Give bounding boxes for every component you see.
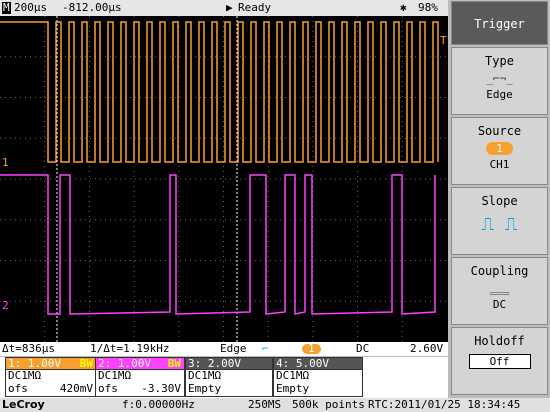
battery: 98% (418, 1, 438, 14)
waveform-display: 1 2 T (0, 16, 448, 342)
menu-value: DC (492, 298, 507, 311)
slope-icon: ⌐ (262, 342, 269, 355)
menu-button[interactable]: Coupling ‗‗‗ DC (451, 257, 548, 325)
bandwidth-flag: BW (167, 357, 181, 370)
menu-label: Type (485, 54, 514, 68)
ch2-trace (0, 174, 436, 315)
channel-state: Empty (276, 382, 310, 395)
battery-icon: ✱ (400, 1, 407, 14)
channel-coupling: DC1MΩ (5, 370, 97, 384)
footer: LeCroy f:0.00000Hz 250MS 500k points RTC… (0, 398, 550, 412)
menu-label: Holdoff (474, 334, 525, 348)
channel-coupling: DC1MΩ (273, 370, 363, 384)
slope-icons: ⎍ ⎍ (481, 214, 518, 235)
offset-label: ofs (8, 382, 28, 395)
frequency: f:0.00000Hz (122, 398, 195, 411)
channel-coupling: DC1MΩ (95, 370, 185, 384)
trigger-source: 1 (302, 343, 321, 354)
timebase: 200µs (14, 1, 48, 14)
delta-t: Δt=836µs (2, 342, 55, 355)
menu-label: Coupling (470, 264, 529, 278)
run-icon: ▶ (226, 1, 233, 14)
sample-rate: 250MS (248, 398, 282, 411)
channel-row: ofs -3.30V (95, 383, 185, 397)
menu-button[interactable]: Slope ⎍ ⎍ (451, 187, 548, 255)
source-badge: 1 (486, 142, 513, 155)
channel-coupling: DC1MΩ (185, 370, 273, 384)
channel-header[interactable]: 1: 1.00V BW (5, 357, 97, 370)
menu-button[interactable]: Type _⌐¬_ Edge (451, 47, 548, 115)
offset: -3.30V (141, 382, 181, 395)
offset: 420mV (59, 382, 93, 395)
menu-value: Off (468, 354, 531, 369)
channel-row: ofs 420mV (5, 383, 97, 397)
ch2-marker: 2 (2, 299, 9, 312)
trigger-type: Edge (220, 342, 247, 355)
menu-value: CH1 (489, 158, 510, 171)
menu-label: Slope (481, 194, 518, 208)
menu-title: Trigger (451, 1, 548, 45)
inv-delta-t: 1/Δt=1.19kHz (90, 342, 170, 355)
channel-state: Empty (188, 382, 222, 395)
channel-header[interactable]: 4: 5.00V (273, 357, 363, 370)
top-bar: M 200µs -812.00µs ▶ Ready ✱ 98% (0, 0, 448, 16)
run-status: Ready (238, 1, 272, 14)
offset-label: ofs (98, 382, 118, 395)
menu-button[interactable]: Source 1 CH1 (451, 117, 548, 185)
menu-icon: ‗‗‗ (489, 282, 510, 295)
trigger-marker: T (440, 34, 447, 47)
channel-row: Empty (185, 383, 273, 397)
channel-panel: 1: 1.00V BW DC1MΩ ofs 420mV 2: 1.00V BW DC1MΩ of… (0, 357, 448, 398)
menu-label: Source (477, 124, 522, 138)
delay: -812.00µs (62, 1, 122, 14)
ch1-trace (0, 21, 439, 163)
timebase-icon: M (2, 1, 11, 14)
rtc: RTC:2011/01/25 18:34:45 (368, 398, 521, 411)
menu-value: Edge (486, 88, 513, 101)
channel-header[interactable]: 3: 2.00V (185, 357, 273, 370)
brand: LeCroy (2, 398, 45, 411)
ch1-marker: 1 (2, 156, 9, 169)
trigger-coupling: DC (356, 342, 370, 355)
points: 500k points (292, 398, 365, 411)
trigger-level: 2.60V (410, 342, 444, 355)
bandwidth-flag: BW (79, 357, 93, 370)
menu-icon: _⌐¬_ (486, 72, 513, 85)
channel-row: Empty (273, 383, 363, 397)
channel-header[interactable]: 2: 1.00V BW (95, 357, 185, 370)
menu-button[interactable]: Holdoff Off (451, 327, 548, 395)
status-row: Δt=836µs 1/Δt=1.19kHz Edge ⌐ 1 DC 2.60V (0, 342, 448, 356)
